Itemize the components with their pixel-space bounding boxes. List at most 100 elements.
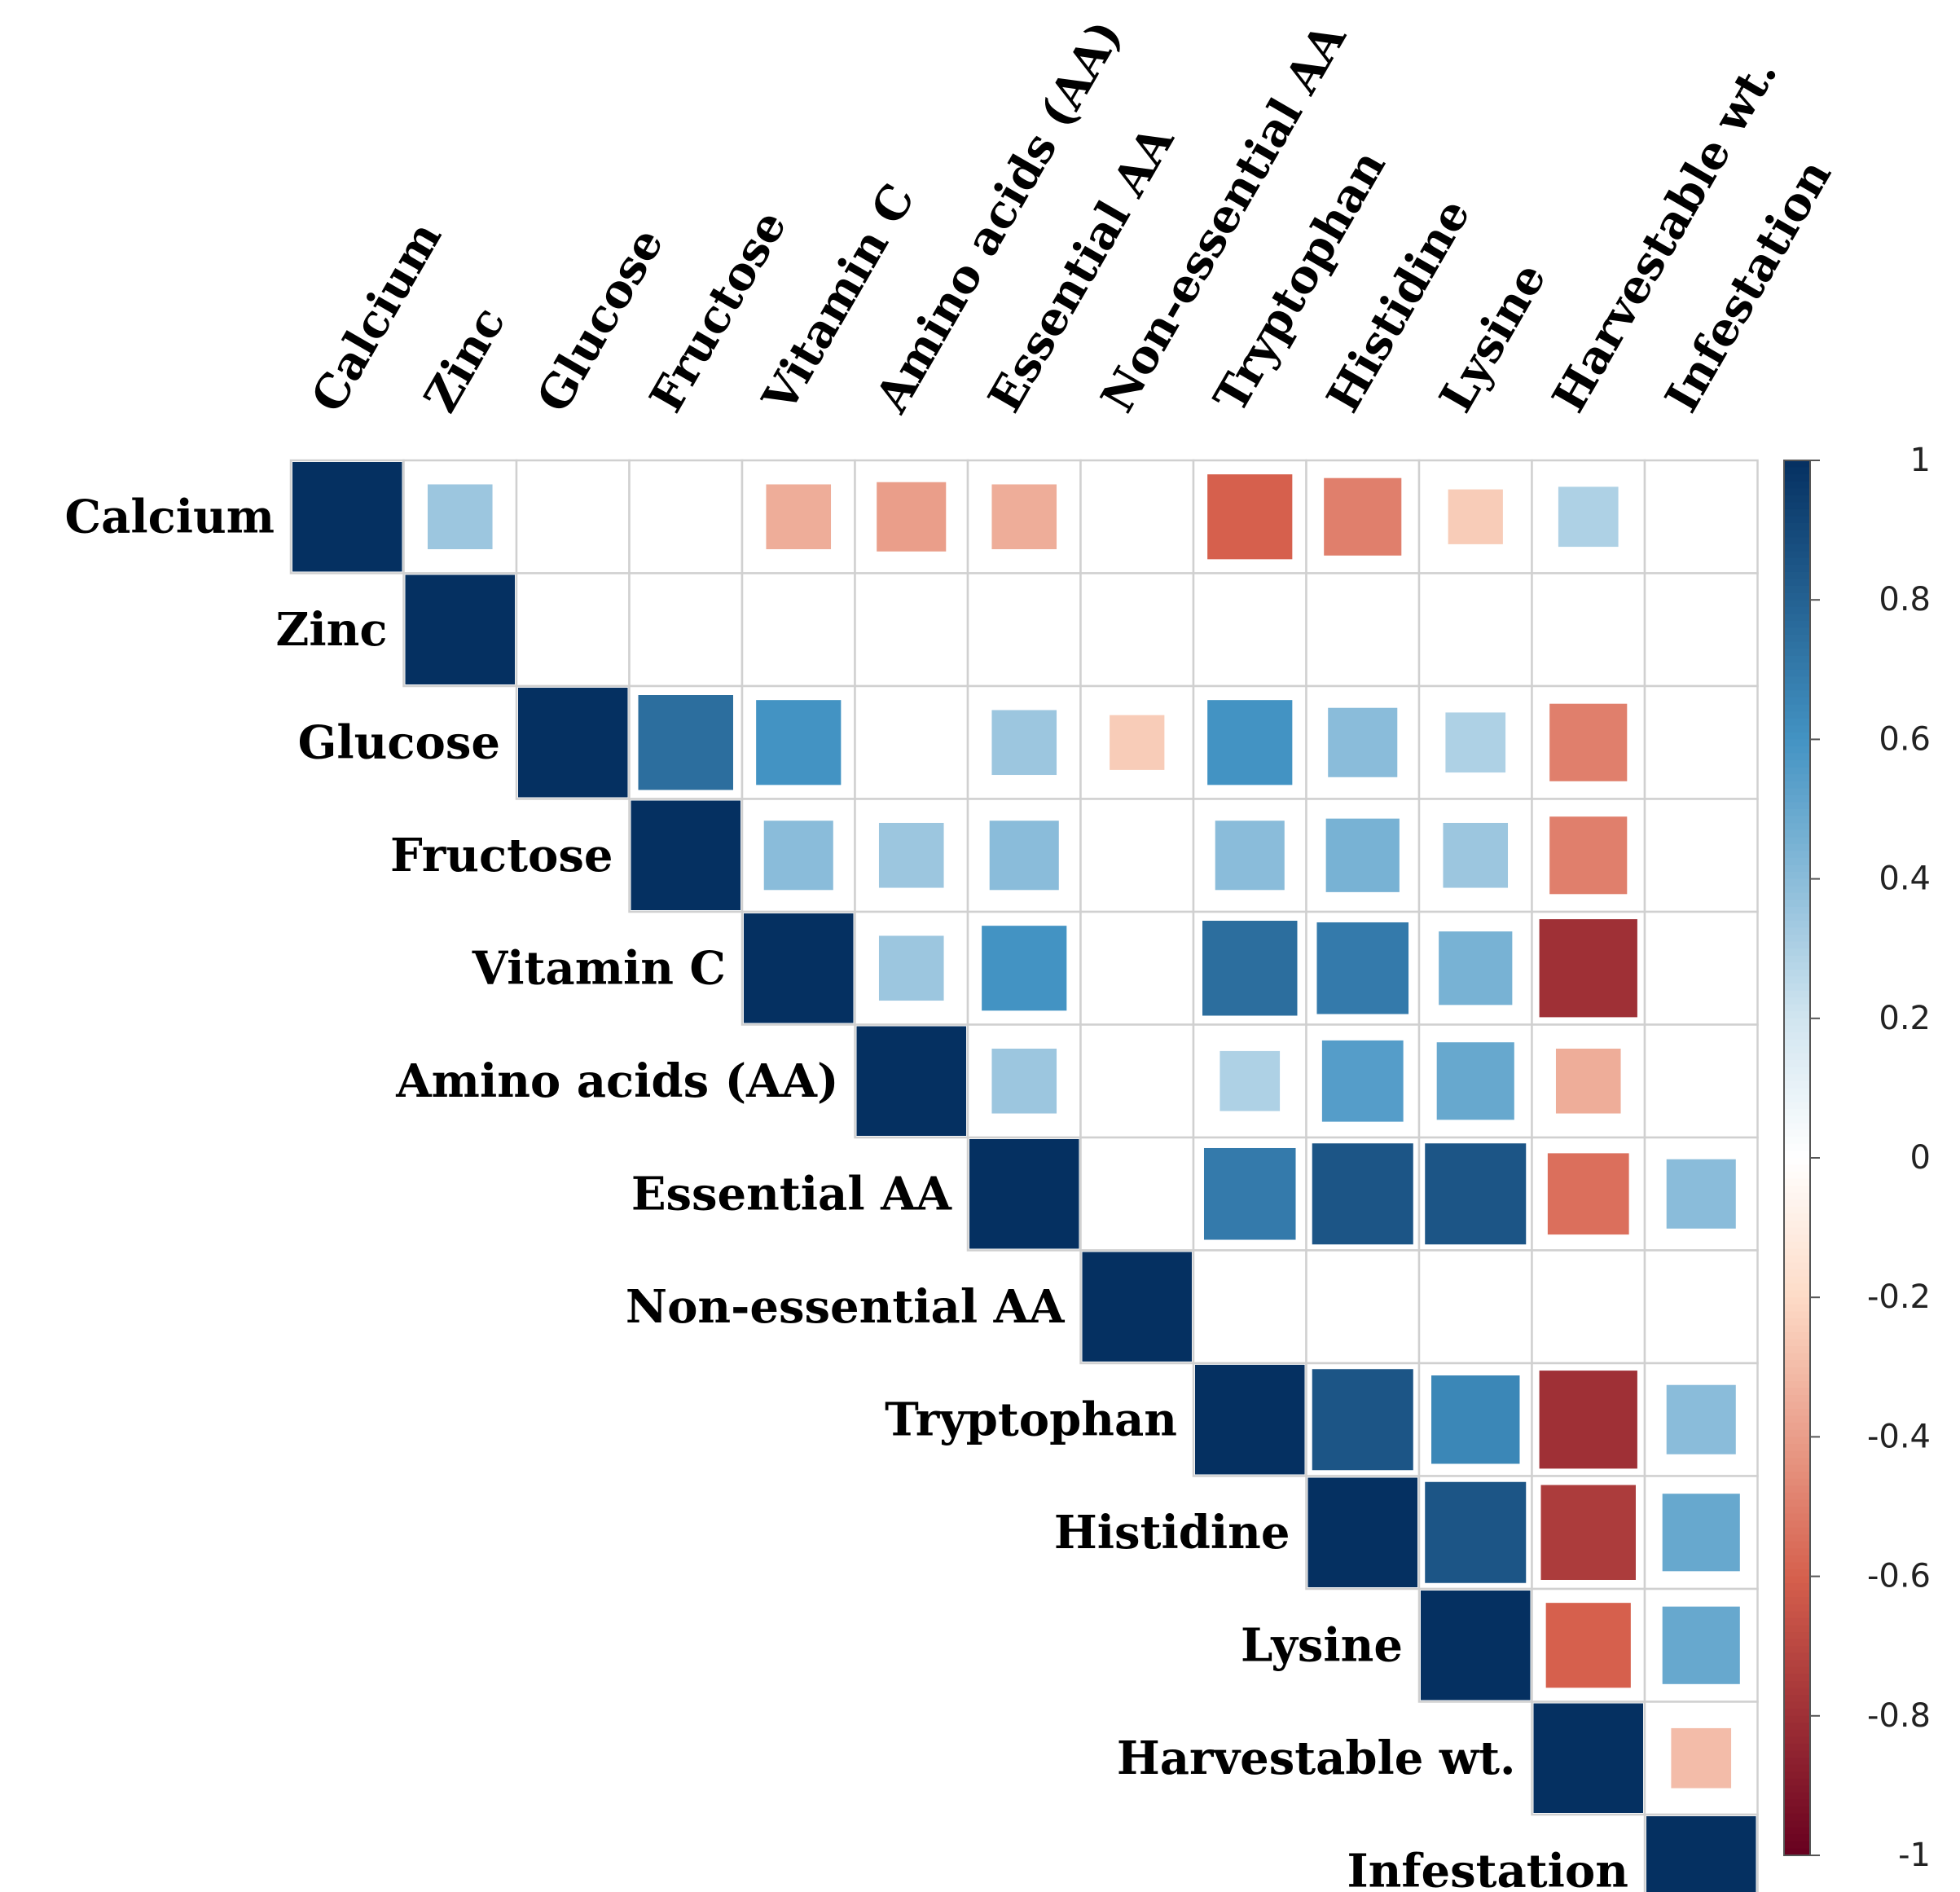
corr-cell-4-9	[1316, 922, 1409, 1014]
row-label: Essential AA	[631, 1167, 953, 1221]
colorbar-tick-label: 0.4	[1879, 860, 1931, 898]
colorbar-segment	[1784, 1380, 1810, 1389]
corr-cell-6-11	[1547, 1153, 1629, 1235]
colorbar-segment	[1784, 1715, 1810, 1723]
corr-cell-0-10	[1448, 489, 1503, 544]
colorbar-segment	[1784, 941, 1810, 949]
corr-cell-6-9	[1312, 1143, 1413, 1245]
colorbar-segment	[1784, 502, 1810, 510]
corr-cell-4-11	[1539, 919, 1637, 1018]
row-label: Tryptophan	[885, 1393, 1177, 1446]
colorbar-segment	[1784, 586, 1810, 594]
colorbar-segment	[1784, 962, 1810, 970]
colorbar-segment	[1784, 983, 1810, 992]
colorbar-segment	[1784, 837, 1810, 845]
corr-cell-4-4	[744, 913, 854, 1023]
colorbar-segment	[1784, 760, 1810, 768]
row-labels: Calcium Zinc Glucose Fructose Vitamin C Amino…	[65, 490, 1628, 1892]
corr-cell-4-6	[982, 926, 1067, 1011]
colorbar-segment	[1784, 1039, 1810, 1047]
corr-cell-5-11	[1555, 1048, 1621, 1114]
corr-cell-0-4	[766, 484, 832, 550]
corr-cell-5-6	[991, 1048, 1057, 1114]
corr-cell-0-0	[292, 462, 402, 572]
corr-cell-9-10	[1425, 1481, 1527, 1583]
row-label: Amino acids (AA)	[395, 1054, 838, 1108]
colorbar-segment	[1784, 1583, 1810, 1591]
colorbar-segment	[1784, 1429, 1810, 1437]
colorbar-segment	[1784, 1151, 1810, 1159]
colorbar-segment	[1784, 1060, 1810, 1068]
colorbar-segment	[1784, 886, 1810, 894]
grid-cell	[740, 572, 856, 688]
colorbar-segment	[1784, 1234, 1810, 1243]
colorbar-segment	[1784, 1617, 1810, 1626]
colorbar-segment	[1784, 969, 1810, 978]
colorbar-segment	[1784, 1520, 1810, 1529]
corr-cell-0-9	[1324, 477, 1402, 556]
colorbar-segment	[1784, 725, 1810, 733]
colorbar-segment	[1784, 1555, 1810, 1564]
colorbar-segment	[1784, 523, 1810, 531]
colorbar-segment	[1784, 1437, 1810, 1445]
colorbar-segment	[1784, 1527, 1810, 1535]
colorbar-segment	[1784, 1018, 1810, 1026]
grid-cell	[854, 684, 969, 800]
colorbar-segment	[1784, 1604, 1810, 1612]
colorbar-segment	[1784, 1318, 1810, 1327]
grid-cell	[1305, 1249, 1421, 1365]
colorbar-segment	[1784, 1687, 1810, 1696]
row-label: Non-essential AA	[626, 1280, 1066, 1334]
colorbar-segment	[1784, 732, 1810, 740]
colorbar-segment	[1784, 1674, 1810, 1682]
colorbar-segment	[1784, 906, 1810, 914]
corr-cell-9-9	[1307, 1477, 1417, 1587]
colorbar-segment	[1784, 460, 1810, 469]
colorbar-segment	[1784, 1450, 1810, 1459]
corr-cell-0-5	[877, 482, 947, 552]
colorbar-segment	[1784, 1088, 1810, 1096]
colorbar-segment	[1784, 537, 1810, 545]
colorbar-segment	[1784, 1164, 1810, 1173]
colorbar-segment	[1784, 1186, 1810, 1194]
colorbar-segment	[1784, 829, 1810, 838]
colorbar-segment	[1784, 1388, 1810, 1396]
colorbar-segment	[1784, 1750, 1810, 1758]
column-label: Zinc	[414, 297, 516, 421]
corr-cell-11-11	[1533, 1703, 1643, 1813]
grid-cell	[854, 572, 969, 688]
colorbar-segment	[1784, 948, 1810, 957]
corr-cell-6-6	[969, 1139, 1079, 1249]
corr-cell-2-11	[1549, 703, 1628, 781]
colorbar-segment	[1784, 662, 1810, 671]
colorbar-segment	[1784, 1569, 1810, 1577]
colorbar-segment	[1784, 669, 1810, 677]
grid-cell	[1531, 572, 1646, 688]
colorbar-segment	[1784, 551, 1810, 559]
colorbar-segment	[1784, 892, 1810, 900]
colorbar-segment	[1784, 781, 1810, 789]
corr-cell-8-8	[1195, 1365, 1305, 1475]
colorbar-segment	[1784, 1004, 1810, 1012]
corr-cell-0-8	[1207, 474, 1293, 560]
colorbar-segment	[1784, 718, 1810, 726]
corr-cell-10-12	[1662, 1606, 1740, 1684]
colorbar: 1 0.8 0.6 0.4 0.2 0 -0.2 -0.4 -0.6 -0.8 -1	[1783, 442, 1931, 1874]
colorbar-segment	[1784, 516, 1810, 524]
colorbar-segment	[1784, 1353, 1810, 1361]
row-label: Lysine	[1241, 1618, 1403, 1672]
colorbar-segment	[1784, 600, 1810, 608]
grid-cell	[1079, 1136, 1195, 1252]
corr-cell-6-12	[1666, 1159, 1736, 1229]
corr-cell-3-6	[989, 821, 1059, 891]
grid-cell	[1417, 1249, 1533, 1365]
corr-cell-2-2	[518, 688, 628, 798]
colorbar-tick-label: 0.6	[1879, 720, 1931, 758]
grid-cell	[854, 798, 969, 913]
colorbar-segment	[1784, 1576, 1810, 1584]
colorbar-segment	[1784, 1695, 1810, 1703]
colorbar-segment	[1784, 1820, 1810, 1828]
colorbar-segment	[1784, 1548, 1810, 1556]
corr-cell-10-11	[1545, 1603, 1631, 1688]
colorbar-segment	[1784, 1443, 1810, 1452]
